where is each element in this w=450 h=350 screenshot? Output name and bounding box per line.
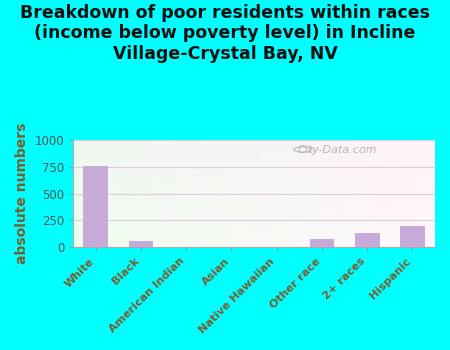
Bar [310,239,334,247]
Bar [400,226,425,247]
Y-axis label: absolute numbers: absolute numbers [15,123,29,264]
Bar [355,233,380,247]
Bar [129,241,153,247]
Text: Breakdown of poor residents within races
(income below poverty level) in Incline: Breakdown of poor residents within races… [20,4,430,63]
Text: City-Data.com: City-Data.com [297,145,377,155]
Bar [83,166,108,247]
